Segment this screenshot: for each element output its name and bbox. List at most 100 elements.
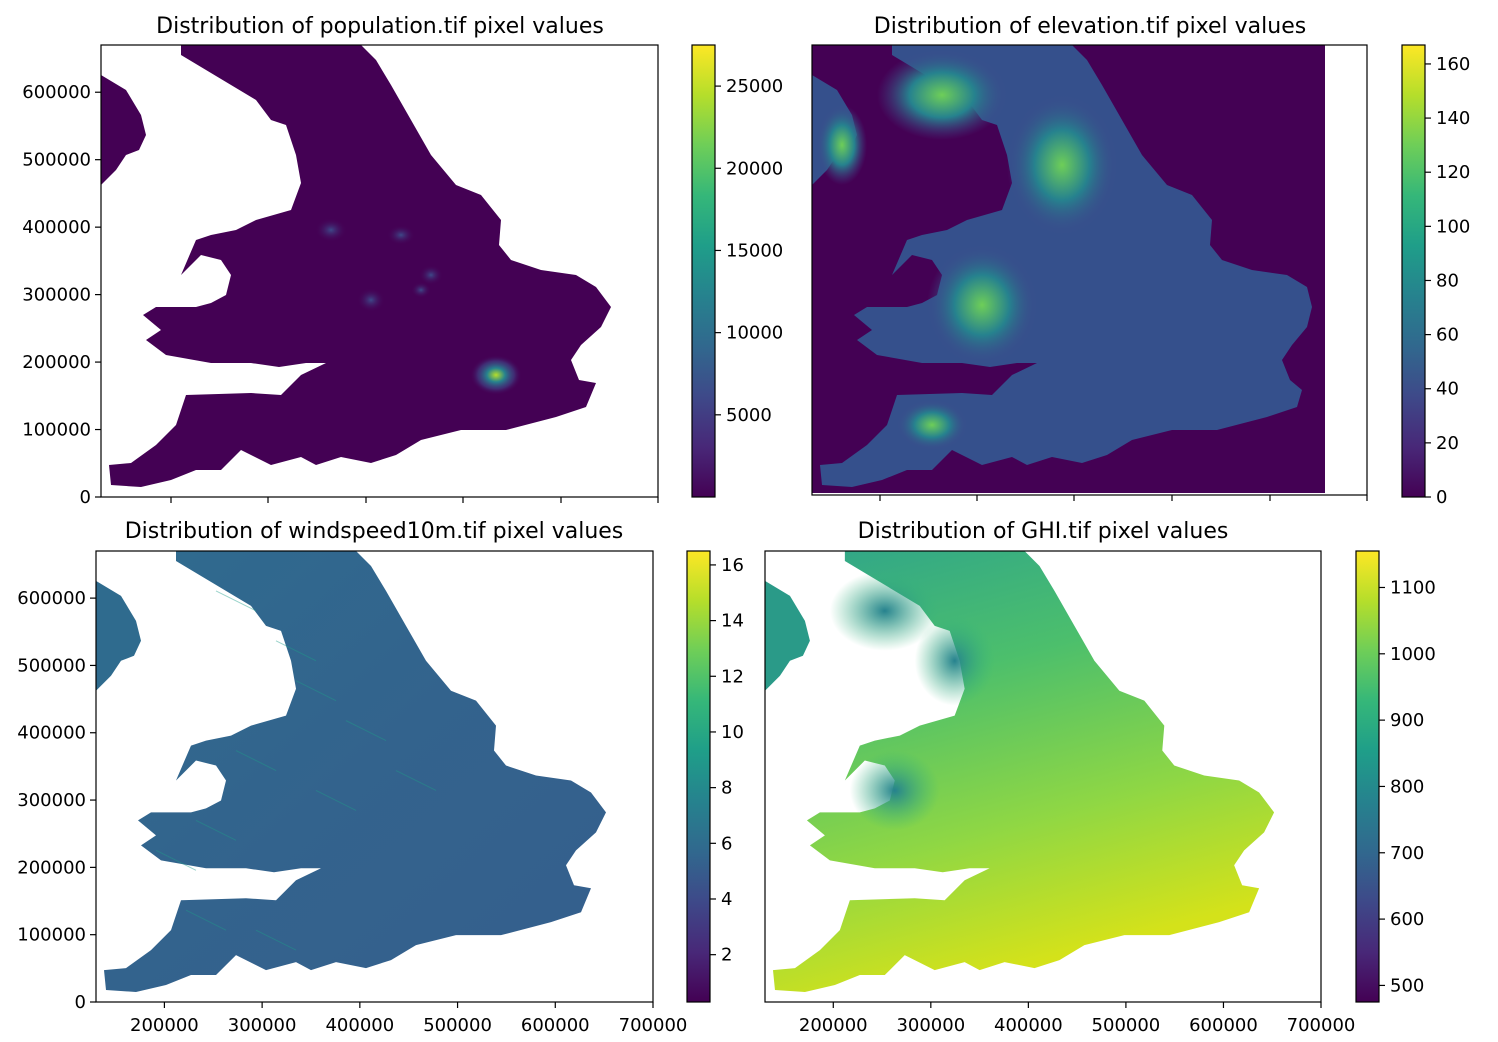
map-image [765, 551, 1275, 993]
chart-title: Distribution of elevation.tif pixel valu… [874, 14, 1306, 39]
colorbar-tick-label: 700 [1390, 843, 1424, 864]
city-cluster [357, 288, 385, 312]
axes-frame [764, 550, 1322, 1003]
colorbar-tick-label: 80 [1436, 270, 1459, 291]
colorbar-tick-label: 2 [721, 945, 732, 966]
y-tick-label: 0 [75, 992, 86, 1013]
highland [1007, 95, 1117, 235]
colorbar-tick-label: 6 [721, 833, 732, 854]
land-mass [109, 45, 611, 487]
colorbar-fill [1356, 551, 1379, 1002]
x-tick-label: 200000 [799, 1015, 868, 1036]
x-tick-label: 400000 [994, 1015, 1063, 1036]
chart-title: Distribution of population.tif pixel val… [156, 14, 604, 39]
x-tick-label: 600000 [1189, 1015, 1258, 1036]
colorbar-fill [692, 45, 715, 497]
map-raster [765, 551, 1275, 993]
highland [817, 105, 867, 185]
y-tick-label: 600000 [22, 82, 91, 103]
colorbar-tick-label: 140 [1436, 108, 1470, 129]
y-tick-label: 200000 [22, 352, 91, 373]
x-tick-label: 700000 [1287, 1015, 1356, 1036]
axes-frame [811, 44, 1368, 496]
colorbar-tick-label: 100 [1436, 216, 1470, 237]
y-tick-label: 500000 [17, 655, 86, 676]
x-tick-label: 200000 [130, 1015, 199, 1036]
colorbar: 0 20 40 60 80 100 120 140 160 [1401, 44, 1470, 508]
land-mass-west [101, 75, 146, 185]
colorbar-tick-label: 0 [1436, 487, 1447, 508]
terrain [820, 45, 1312, 487]
colorbar-fill [1402, 45, 1425, 497]
colorbar-tick-label: 600 [1390, 909, 1424, 930]
colorbar: 5000 10000 15000 20000 25000 [691, 44, 783, 498]
colorbar-frame [686, 550, 711, 1003]
x-tick-label: 300000 [896, 1015, 965, 1036]
colorbar-tick-label: 10000 [726, 323, 783, 344]
highland [927, 245, 1037, 365]
x-tick-label: 500000 [1092, 1015, 1161, 1036]
colorbar-fill [687, 551, 710, 1002]
y-axis: 0 100000 200000 300000 400000 500000 600000 [17, 588, 96, 1013]
x-axis: 200000 300000 400000 500000 600000 700000 [799, 1002, 1355, 1036]
land-mass [772, 551, 1275, 993]
colorbar-tick-label: 10 [721, 722, 744, 743]
city-cluster [419, 265, 443, 285]
y-tick-label: 200000 [17, 857, 86, 878]
city-cluster [387, 225, 415, 245]
colorbar-tick-label: 8 [721, 778, 732, 799]
london-cluster [470, 355, 522, 395]
colorbar-tick-label: 500 [1390, 975, 1424, 996]
chart-title: Distribution of GHI.tif pixel values [858, 519, 1229, 544]
low-irradiance-area [849, 750, 940, 831]
city-cluster [411, 282, 431, 298]
colorbar-tick-label: 20000 [726, 158, 783, 179]
axes-frame [95, 550, 654, 1003]
highland [897, 400, 967, 450]
colorbar-tick-label: 25000 [726, 76, 783, 97]
colorbar-tick-label: 900 [1390, 710, 1424, 731]
colorbar-ticks: 500 600 700 800 900 1000 1100 [1379, 577, 1436, 996]
map-raster [812, 45, 1325, 493]
colorbar-tick-label: 60 [1436, 325, 1459, 346]
colorbar-tick-label: 40 [1436, 379, 1459, 400]
highland [877, 50, 1007, 140]
colorbar-ticks: 5000 10000 15000 20000 25000 [715, 76, 783, 426]
windspeed-panel: Distribution of windspeed10m.tif pixel v… [17, 519, 744, 1036]
elevation-panel: Distribution of elevation.tif pixel valu… [811, 14, 1470, 508]
low-irradiance-area [914, 615, 995, 706]
y-tick-label: 400000 [22, 217, 91, 238]
x-tick-label: 300000 [228, 1015, 297, 1036]
colorbar-frame [691, 44, 716, 498]
map-raster [96, 551, 606, 993]
colorbar-tick-label: 5000 [726, 405, 772, 426]
land-mass-west [765, 580, 810, 691]
wind-texture [155, 590, 437, 951]
y-tick-label: 0 [80, 487, 91, 508]
colorbar-tick-label: 160 [1436, 54, 1470, 75]
x-axis [879, 495, 1368, 501]
colorbar-tick-label: 1100 [1390, 577, 1436, 598]
y-tick-label: 100000 [17, 925, 86, 946]
ghi-panel: Distribution of GHI.tif pixel values 200… [764, 519, 1436, 1036]
colorbar-frame [1401, 44, 1426, 498]
x-tick-label: 400000 [325, 1015, 394, 1036]
population-panel: Distribution of population.tif pixel val… [22, 14, 783, 508]
map-image [96, 551, 606, 993]
x-tick-label: 700000 [619, 1015, 688, 1036]
colorbar-tick-label: 120 [1436, 162, 1470, 183]
map-raster [101, 45, 611, 487]
city-cluster [315, 218, 347, 242]
y-tick-label: 100000 [22, 420, 91, 441]
colorbar-tick-label: 14 [721, 611, 744, 632]
y-tick-label: 300000 [22, 285, 91, 306]
colorbar-tick-label: 15000 [726, 240, 783, 261]
colorbar-ticks: 0 20 40 60 80 100 120 140 160 [1425, 54, 1470, 508]
x-axis [170, 497, 659, 503]
colorbar-tick-label: 16 [721, 555, 744, 576]
x-tick-label: 500000 [423, 1015, 492, 1036]
x-axis: 200000 300000 400000 500000 600000 700000 [130, 1002, 687, 1036]
colorbar-tick-label: 800 [1390, 776, 1424, 797]
colorbar-tick-label: 20 [1436, 433, 1459, 454]
